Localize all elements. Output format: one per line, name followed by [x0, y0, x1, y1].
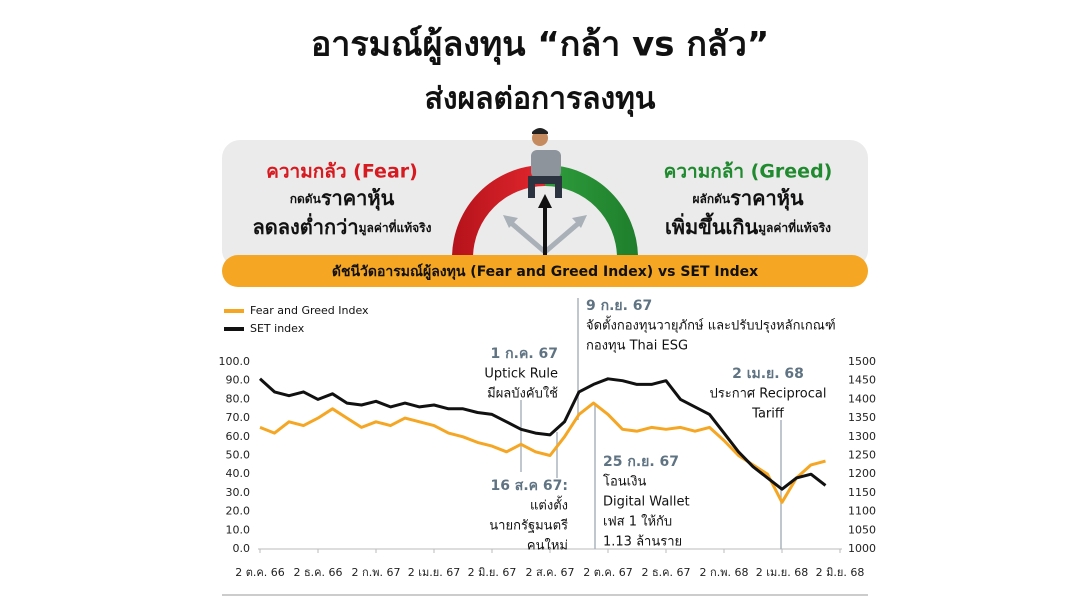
series-line: [258, 377, 827, 491]
y2-tick-label: 1200: [848, 467, 876, 480]
fear-text: ลดลงต่ำกว่า: [253, 212, 359, 239]
annotation-date: 16 ส.ค 67:: [490, 478, 568, 494]
y2-tick-label: 1050: [848, 523, 876, 536]
greed-label: ความกล้า (Greed): [664, 161, 833, 183]
subtitle: ส่งผลต่อการลงทุน: [425, 82, 656, 118]
title: อารมณ์ผู้ลงทุน “กล้า vs กลัว”: [311, 25, 769, 66]
fear-text: กดดัน: [290, 192, 322, 206]
annotation-text: 1.13 ล้านราย: [603, 535, 682, 550]
annotation-text: นายกรัฐมนตรี: [489, 518, 568, 534]
banner-text: ดัชนีวัดอารมณ์ผู้ลงทุน (Fear and Greed I…: [332, 263, 758, 280]
series-line: [259, 401, 826, 504]
x-tick-label: 2 มิ.ย. 67: [468, 566, 517, 579]
y-tick-label: 20.0: [226, 505, 251, 518]
y-tick-label: 40.0: [226, 467, 251, 480]
annotation-text: Tariff: [751, 407, 785, 422]
fear-line: กดดันราคาหุ้น: [290, 186, 395, 211]
x-tick-label: 2 ธ.ค. 66: [293, 566, 342, 579]
gauge: [452, 128, 638, 258]
x-tick-label: 2 ส.ค. 67: [525, 566, 574, 579]
annotation-date: 9 ก.ย. 67: [586, 298, 652, 314]
banner: [222, 255, 868, 287]
fear-line: ลดลงต่ำกว่ามูลค่าที่แท้จริง: [253, 212, 432, 239]
annotation-text: มีผลบังคับใช้: [487, 386, 558, 402]
x-tick-label: 2 เม.ย. 67: [408, 566, 460, 579]
x-tick-label: 2 ก.พ. 67: [352, 566, 401, 579]
annotation-date: 1 ก.ค. 67: [491, 346, 558, 362]
chart: 0.0 10.0 20.0 30.0 40.0 50.0 60.0 70.0 80.0 90.0 1…: [219, 298, 876, 579]
x-tick-label: 2 ต.ค. 67: [583, 566, 632, 579]
greed-text: มูลค่าที่แท้จริง: [758, 219, 831, 236]
y-tick-label: 100.0: [219, 355, 251, 368]
x-tick-label: 2 ต.ค. 66: [235, 566, 284, 579]
y2-tick-label: 1350: [848, 411, 876, 424]
greed-text: ราคาหุ้น: [730, 186, 804, 211]
legend-label: SET index: [250, 322, 305, 335]
greed-line: เพิ่มขึ้นเกินมูลค่าที่แท้จริง: [665, 212, 831, 239]
greed-line: ผลักดันราคาหุ้น: [692, 186, 803, 211]
y-tick-label: 60.0: [226, 430, 251, 443]
y2-tick-label: 1150: [848, 486, 876, 499]
x-tick-label: 2 มิ.ย. 68: [816, 566, 865, 579]
fear-text: ราคาหุ้น: [321, 186, 395, 211]
y-tick-label: 50.0: [226, 449, 251, 462]
y2-tick-label: 1400: [848, 392, 876, 405]
x-tick-label: 2 เม.ย. 68: [756, 566, 808, 579]
y2-tick-label: 1100: [848, 505, 876, 518]
greed-text: ผลักดัน: [692, 192, 730, 206]
greed-text: เพิ่มขึ้นเกิน: [665, 212, 758, 239]
annotation-text: ประกาศ Reciprocal: [710, 387, 827, 402]
y-tick-label: 90.0: [226, 374, 251, 387]
annotation-text: โอนเงิน: [603, 474, 646, 490]
y2-tick-label: 1000: [848, 542, 876, 555]
y-tick-label: 80.0: [226, 392, 251, 405]
fear-text: มูลค่าที่แท้จริง: [359, 219, 432, 236]
legend-label: Fear and Greed Index: [250, 304, 369, 317]
y-tick-label: 30.0: [226, 486, 251, 499]
annotation-text: Uptick Rule: [484, 367, 558, 382]
fear-label: ความกลัว (Fear): [266, 161, 418, 183]
annotation-date: 2 เม.ย. 68: [732, 366, 804, 382]
annotation-text: กองทุน Thai ESG: [586, 339, 688, 354]
x-tick-label: 2 ธ.ค. 67: [641, 566, 690, 579]
y2-tick-label: 1300: [848, 430, 876, 443]
y-tick-label: 70.0: [226, 411, 251, 424]
annotation-text: คนใหม่: [527, 538, 568, 554]
annotation-text: แต่งตั้ง: [530, 496, 568, 514]
annotation-text: เฟส 1 ให้กับ: [603, 514, 672, 530]
annotation-text: Digital Wallet: [603, 495, 690, 510]
annotation-text: จัดตั้งกองทุนวายุภักษ์ และปรับปรุงหลักเก…: [586, 316, 836, 334]
annotation-date: 25 ก.ย. 67: [603, 454, 679, 470]
y2-tick-label: 1250: [848, 449, 876, 462]
y2-tick-label: 1500: [848, 355, 876, 368]
x-tick-label: 2 ก.พ. 68: [700, 566, 749, 579]
y-tick-label: 10.0: [226, 523, 251, 536]
y-tick-label: 0.0: [233, 542, 251, 555]
y2-tick-label: 1450: [848, 374, 876, 387]
